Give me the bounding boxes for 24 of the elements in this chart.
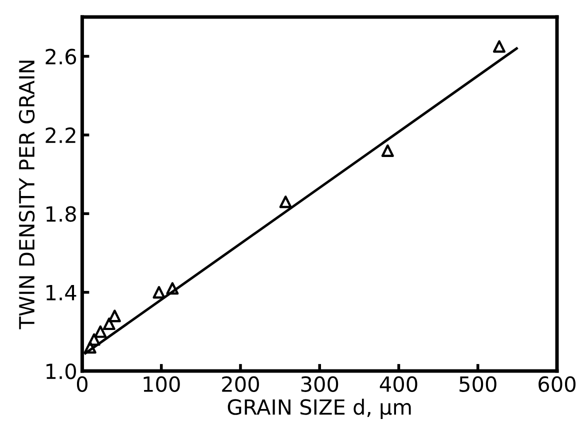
point xyxy=(84,341,96,354)
point xyxy=(108,310,121,322)
y-axis-title: TWIN DENSITY PER GRAIN xyxy=(18,60,35,330)
y-tick-label: 1.8 xyxy=(46,206,76,222)
y-tick-label: 1.0 xyxy=(46,363,76,380)
point xyxy=(88,333,100,346)
x-tick-label: 400 xyxy=(380,376,418,392)
x-tick-label: 600 xyxy=(538,376,576,392)
x-tick-label: 500 xyxy=(460,376,496,392)
y-tick-label: 2.6 xyxy=(46,48,76,65)
x-tick-label: 200 xyxy=(222,376,259,392)
x-tick-label: 300 xyxy=(301,376,338,392)
x-tick-label: 0 xyxy=(76,376,88,392)
point xyxy=(152,286,166,299)
point xyxy=(381,144,394,157)
y-tick-label: 1.4 xyxy=(46,285,76,300)
point xyxy=(94,325,107,338)
point xyxy=(279,196,292,208)
point xyxy=(166,282,179,295)
point xyxy=(492,40,506,53)
x-axis-title: GRAIN SIZE d, μm xyxy=(228,398,411,419)
point xyxy=(102,318,116,330)
y-tick-label: 2.2 xyxy=(46,127,76,143)
x-tick-label: 100 xyxy=(144,376,180,392)
